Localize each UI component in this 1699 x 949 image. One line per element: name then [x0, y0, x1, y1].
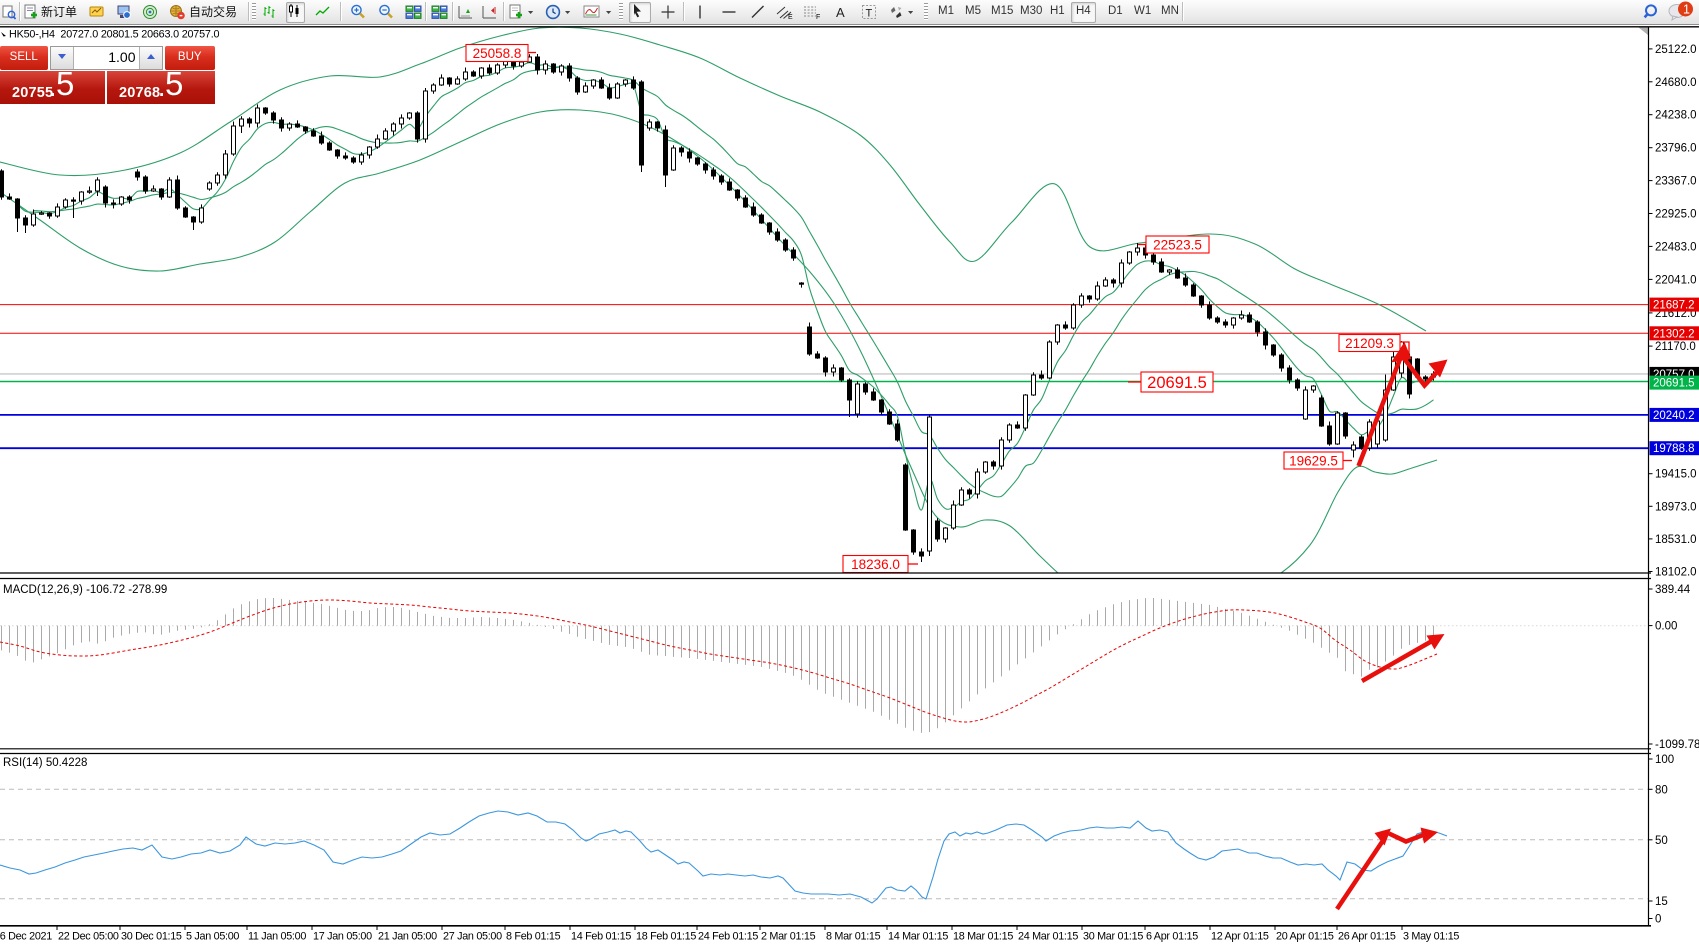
svg-text:2 Mar 01:15: 2 Mar 01:15 [761, 931, 816, 943]
svg-text:22 Dec 05:00: 22 Dec 05:00 [58, 931, 119, 943]
svg-text:50: 50 [1655, 835, 1668, 847]
svg-text:18531.0: 18531.0 [1655, 534, 1697, 546]
svg-text:20 Apr 01:15: 20 Apr 01:15 [1276, 931, 1334, 943]
svg-text:MACD(12,26,9) -106.72 -278.99: MACD(12,26,9) -106.72 -278.99 [3, 584, 167, 596]
svg-text:21687.2: 21687.2 [1653, 300, 1695, 312]
svg-text:18973.0: 18973.0 [1655, 501, 1697, 513]
svg-text:15: 15 [1655, 896, 1668, 908]
svg-text:25122.0: 25122.0 [1655, 44, 1697, 56]
svg-text:3 May 01:15: 3 May 01:15 [1403, 931, 1459, 943]
svg-text:22041.0: 22041.0 [1655, 274, 1697, 286]
svg-text:5 Jan 05:00: 5 Jan 05:00 [186, 931, 239, 943]
svg-text:21 Jan 05:00: 21 Jan 05:00 [378, 931, 437, 943]
svg-text:T: T [866, 8, 873, 20]
svg-text:20240.2: 20240.2 [1653, 410, 1695, 422]
svg-text:21170.0: 21170.0 [1655, 341, 1696, 353]
svg-text:1: 1 [1683, 3, 1690, 17]
svg-text:30 Mar 01:15: 30 Mar 01:15 [1083, 931, 1143, 943]
svg-text:21302.2: 21302.2 [1653, 328, 1695, 340]
svg-text:HK50-,H4 20727.0 20801.5 2066: HK50-,H4 20727.0 20801.5 20663.0 20757.0 [9, 29, 220, 41]
svg-text:23796.0: 23796.0 [1655, 143, 1697, 155]
svg-text:12 Apr 01:15: 12 Apr 01:15 [1211, 931, 1269, 943]
svg-text:19629.5: 19629.5 [1289, 453, 1338, 468]
svg-text:E: E [788, 14, 793, 20]
svg-text:18 Mar 01:15: 18 Mar 01:15 [953, 931, 1013, 943]
svg-text:20691.5: 20691.5 [1653, 378, 1695, 390]
svg-text:14 Mar 01:15: 14 Mar 01:15 [888, 931, 948, 943]
svg-text:18102.0: 18102.0 [1655, 567, 1697, 579]
svg-text:19415.0: 19415.0 [1655, 469, 1697, 481]
svg-text:RSI(14) 50.4228: RSI(14) 50.4228 [3, 757, 87, 769]
svg-text:-1099.78: -1099.78 [1655, 739, 1699, 751]
svg-text:6 Apr 01:15: 6 Apr 01:15 [1146, 931, 1198, 943]
svg-text:20691.5: 20691.5 [1147, 374, 1207, 392]
svg-text:18236.0: 18236.0 [851, 557, 900, 572]
svg-text:8 Feb 01:15: 8 Feb 01:15 [506, 931, 561, 943]
svg-text:22483.0: 22483.0 [1655, 241, 1697, 253]
svg-text:30 Dec 01:15: 30 Dec 01:15 [121, 931, 182, 943]
svg-text:24 Feb 01:15: 24 Feb 01:15 [698, 931, 758, 943]
svg-text:389.44: 389.44 [1655, 584, 1691, 596]
svg-text:23367.0: 23367.0 [1655, 176, 1697, 188]
svg-text:27 Jan 05:00: 27 Jan 05:00 [443, 931, 502, 943]
svg-text:25058.8: 25058.8 [473, 46, 522, 61]
svg-text:0: 0 [1655, 914, 1661, 926]
svg-text:14 Feb 01:15: 14 Feb 01:15 [571, 931, 631, 943]
svg-text:F: F [816, 14, 820, 20]
svg-text:80: 80 [1655, 784, 1668, 796]
svg-text:0.00: 0.00 [1655, 621, 1677, 633]
svg-text:16 Dec 2021: 16 Dec 2021 [0, 931, 52, 943]
svg-text:100: 100 [1655, 754, 1674, 766]
svg-text:26 Apr 01:15: 26 Apr 01:15 [1338, 931, 1396, 943]
svg-text:A: A [836, 5, 845, 20]
svg-text:11 Jan 05:00: 11 Jan 05:00 [248, 931, 306, 943]
svg-text:24 Mar 01:15: 24 Mar 01:15 [1018, 931, 1078, 943]
svg-text:21209.3: 21209.3 [1345, 336, 1394, 351]
svg-text:22925.0: 22925.0 [1655, 209, 1697, 221]
svg-text:8 Mar 01:15: 8 Mar 01:15 [826, 931, 881, 943]
svg-text:18 Feb 01:15: 18 Feb 01:15 [636, 931, 696, 943]
svg-text:24680.0: 24680.0 [1655, 77, 1697, 89]
svg-text:19788.8: 19788.8 [1653, 443, 1695, 455]
svg-text:24238.0: 24238.0 [1655, 110, 1697, 122]
svg-text:17 Jan 05:00: 17 Jan 05:00 [313, 931, 372, 943]
svg-text:22523.5: 22523.5 [1153, 237, 1202, 252]
